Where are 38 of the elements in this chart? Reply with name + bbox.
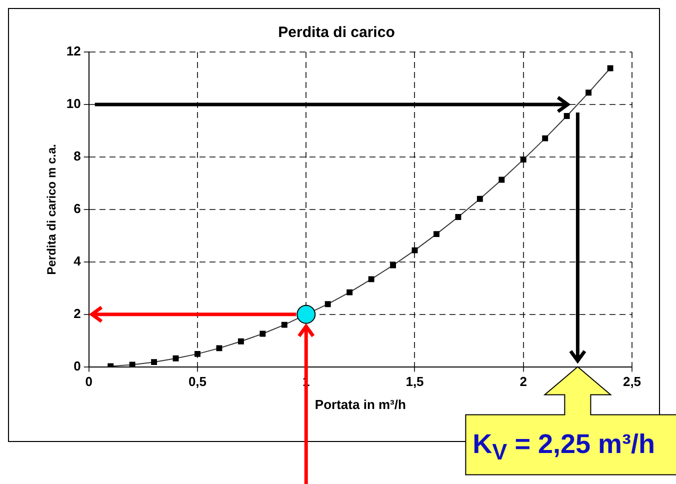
x-tick-label: 2,5 [622,374,642,390]
y-axis-title: Perdita di carico m c.a. [44,144,59,275]
y-tick-label: 10 [66,96,81,112]
point [129,362,136,367]
point [586,90,592,96]
y-tick-label: 2 [74,306,81,321]
x-tick-label: 1,5 [406,374,424,390]
x-axis-title: Portata in m³/h [314,396,406,412]
point [476,196,483,202]
point [216,345,222,352]
point [433,231,440,238]
point [520,156,526,163]
chart-title: Perdita di carico [278,24,395,42]
point [346,289,353,296]
y-tick-label: 4 [74,253,82,268]
point [455,214,462,220]
point [296,304,316,324]
point [281,322,288,328]
y-tick-label: 8 [74,148,81,164]
x-tick-label: 0,5 [188,374,207,390]
point [172,355,179,362]
y-tick-label: 6 [74,200,81,216]
point [194,350,200,357]
point [412,247,418,254]
point [368,276,374,282]
point [151,359,158,366]
y-tick-label: 12 [66,44,81,59]
point [238,338,244,344]
point [324,301,331,308]
point [390,262,396,268]
point [260,330,266,337]
point [564,113,570,119]
point [498,176,505,183]
text: K$_{V}$ = 2,25 m³/h [472,428,656,466]
y-tick-label: 0 [74,358,81,374]
x-tick-label: 0 [85,374,92,390]
x-tick-label: 2 [520,374,527,390]
point [542,135,548,142]
